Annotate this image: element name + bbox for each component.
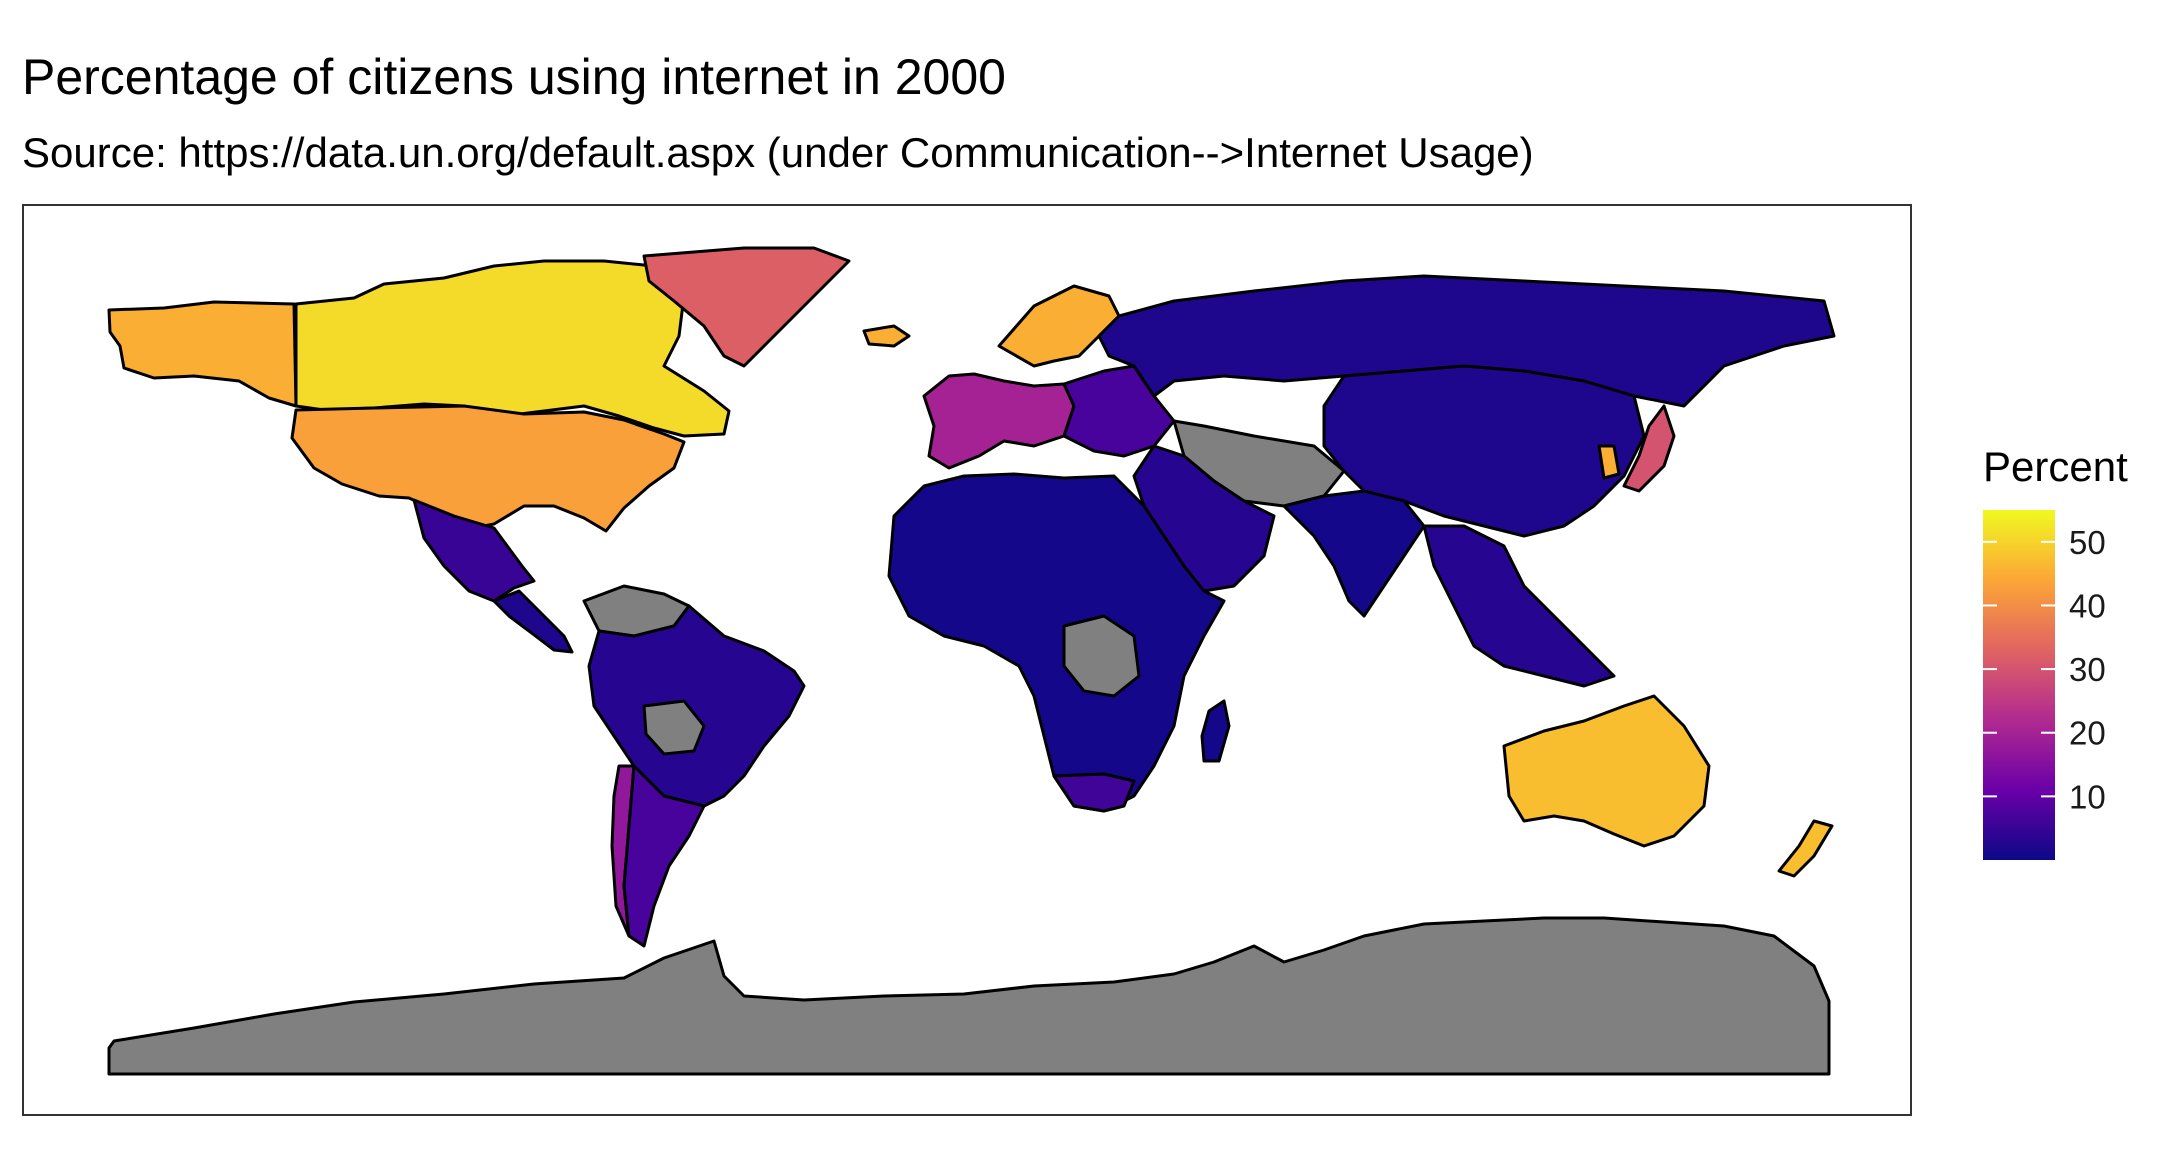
region-south-korea bbox=[1597, 444, 1621, 480]
region-new-zealand bbox=[1777, 819, 1834, 878]
map-title: Percentage of citizens using internet in… bbox=[22, 49, 1006, 105]
map-subtitle: Source: https://data.un.org/default.aspx… bbox=[22, 129, 1534, 176]
legend-colorbar: 10 20 30 40 50 bbox=[1983, 510, 2106, 860]
region-south-america bbox=[587, 604, 806, 808]
region-greenland bbox=[642, 246, 851, 368]
region-south-africa bbox=[1052, 772, 1136, 813]
region-southeast-asia bbox=[1422, 524, 1616, 688]
colorbar-tick-label: 40 bbox=[2069, 587, 2106, 624]
region-africa bbox=[887, 472, 1226, 813]
region-madagascar bbox=[1200, 699, 1231, 763]
world-map bbox=[107, 246, 1836, 1076]
colorbar-gradient bbox=[1983, 510, 2055, 860]
legend: 10 20 30 40 50 Percent bbox=[1975, 440, 2155, 880]
region-scandinavia bbox=[997, 284, 1121, 368]
legend-title: Percent bbox=[1983, 443, 2128, 490]
region-bolivia bbox=[642, 699, 706, 756]
colorbar-tick-label: 50 bbox=[2069, 524, 2106, 561]
colorbar-tick-label: 20 bbox=[2069, 715, 2106, 752]
region-central-africa bbox=[1062, 614, 1141, 698]
region-iceland bbox=[862, 324, 911, 348]
region-usa bbox=[290, 404, 686, 533]
map-panel bbox=[22, 204, 1912, 1116]
colorbar-tick-label: 10 bbox=[2069, 778, 2106, 815]
region-argentina bbox=[622, 764, 706, 948]
colorbar-ticks: 10 20 30 40 50 bbox=[1983, 524, 2106, 815]
region-antarctica bbox=[107, 916, 1831, 1076]
region-canada bbox=[294, 259, 731, 438]
colorbar-tick-label: 30 bbox=[2069, 651, 2106, 688]
region-australia bbox=[1502, 694, 1711, 848]
region-india bbox=[1282, 489, 1426, 618]
region-japan bbox=[1622, 404, 1676, 493]
region-mexico bbox=[412, 498, 536, 603]
region-china bbox=[1322, 364, 1646, 538]
region-western-europe bbox=[922, 372, 1076, 470]
region-alaska bbox=[107, 300, 298, 408]
region-central-america bbox=[492, 589, 574, 654]
